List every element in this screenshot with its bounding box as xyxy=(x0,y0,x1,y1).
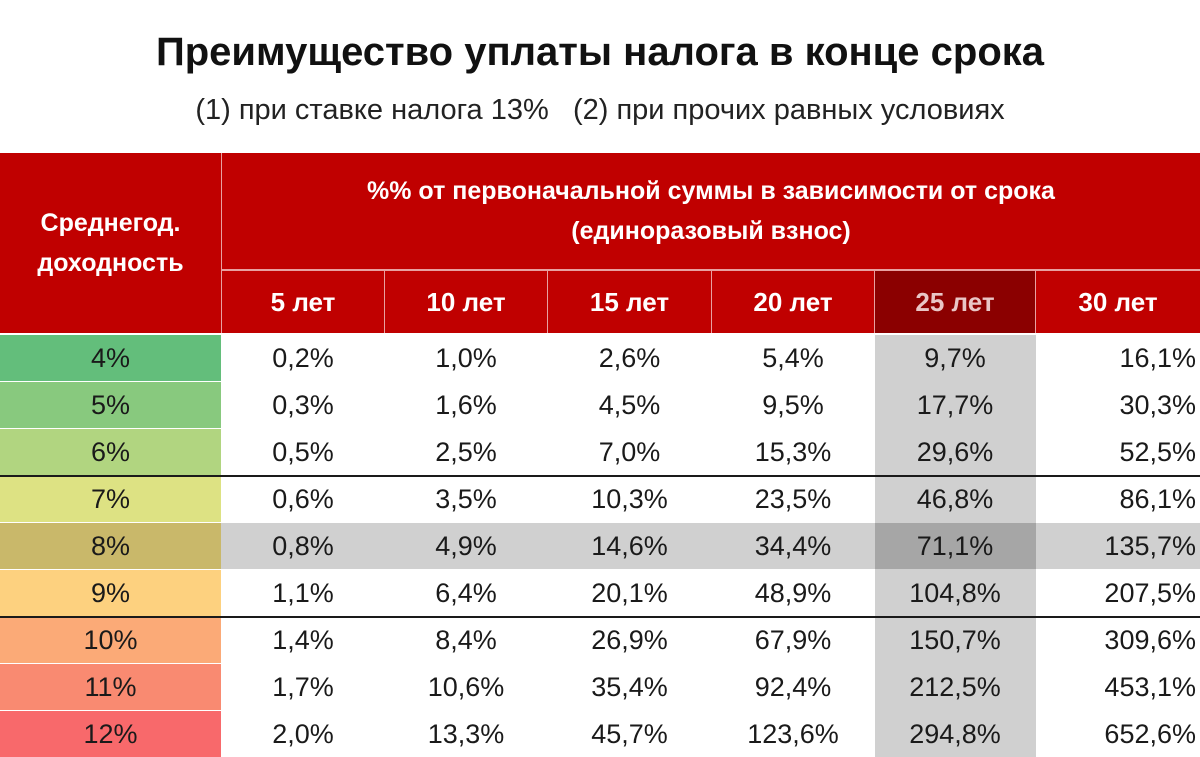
value-cell: 29,6% xyxy=(916,436,994,467)
column-header-3: 15 лет xyxy=(548,271,711,333)
value-cell: 10,3% xyxy=(591,483,668,514)
value-cell: 20,1% xyxy=(591,577,668,608)
row-header-line2: доходность xyxy=(37,249,184,277)
group-header-cell: %% от первоначальной суммы в зависимости… xyxy=(222,153,1200,269)
value-cell: 309,6% xyxy=(1104,624,1196,655)
row-header-line1: Среднегод. xyxy=(40,209,181,237)
value-cell: 3,5% xyxy=(435,483,497,514)
value-cell: 92,4% xyxy=(754,671,832,702)
value-cell: 8,4% xyxy=(435,624,497,655)
value-cell: 1,0% xyxy=(435,342,497,373)
row-header-cell: Среднегод. доходность xyxy=(0,153,221,333)
yield-cell: 9% xyxy=(0,570,221,616)
value-cell: 4,5% xyxy=(598,389,661,420)
yield-cell: 5% xyxy=(0,382,221,428)
value-cell: 16,1% xyxy=(1119,342,1196,373)
value-cell: 86,1% xyxy=(1119,483,1196,514)
column-header-1: 5 лет xyxy=(222,271,384,333)
yield-cell: 4% xyxy=(0,335,221,381)
value-cell: 17,7% xyxy=(916,389,994,420)
group-header-line1: %% от первоначальной суммы в зависимости… xyxy=(367,177,1055,205)
value-cell: 26,9% xyxy=(591,624,668,655)
value-cell: 0,8% xyxy=(272,530,334,561)
value-cell: 67,9% xyxy=(754,624,832,655)
value-cell: 2,5% xyxy=(435,436,497,467)
value-cell: 1,7% xyxy=(272,671,334,702)
value-cell: 0,5% xyxy=(272,436,334,467)
value-cell: 0,3% xyxy=(272,389,334,420)
column-divider xyxy=(711,271,712,333)
value-cell: 5,4% xyxy=(762,342,824,373)
value-cell: 52,5% xyxy=(1119,436,1196,467)
value-cell: 150,7% xyxy=(909,624,1001,655)
yield-cell: 10% xyxy=(0,617,221,663)
value-cell: 6,4% xyxy=(435,577,497,608)
value-cell: 4,9% xyxy=(435,530,497,561)
yield-cell: 11% xyxy=(0,664,221,710)
table-body: 4% 0,2% 1,0% 2,6% 5,4% 9,7% 16,1% 5% 0,3% 1,6% 4,5… xyxy=(0,335,1200,757)
value-cell: 453,1% xyxy=(1104,671,1196,702)
column-divider xyxy=(874,271,875,333)
value-cell: 9,7% xyxy=(924,342,986,373)
value-cell: 123,6% xyxy=(747,718,839,749)
value-cell: 294,8% xyxy=(909,718,1001,749)
value-cell: 10,6% xyxy=(427,671,505,702)
value-cell: 7,0% xyxy=(598,436,661,467)
value-cell: 1,4% xyxy=(272,624,334,655)
value-cell: 15,3% xyxy=(754,436,832,467)
value-cell: 0,2% xyxy=(272,342,334,373)
column-header-5: 25 лет xyxy=(875,271,1035,333)
group-separator xyxy=(0,616,1200,618)
page-subtitle: (1) при ставке налога 13% (2) при прочих… xyxy=(195,94,1005,126)
value-cell: 45,7% xyxy=(591,718,668,749)
yield-cell: 12% xyxy=(0,711,221,757)
column-divider xyxy=(384,271,385,333)
yield-cell: 7% xyxy=(0,476,221,522)
header-divider xyxy=(221,153,222,333)
value-cell: 71,1% xyxy=(916,530,994,561)
value-cell: 104,8% xyxy=(909,577,1001,608)
column-header-6: 30 лет xyxy=(1036,271,1200,333)
header-divider-horizontal xyxy=(222,269,1200,271)
value-cell: 2,6% xyxy=(598,342,661,373)
value-cell: 9,5% xyxy=(762,389,824,420)
value-cell: 23,5% xyxy=(754,483,832,514)
column-header-4: 20 лет xyxy=(712,271,874,333)
value-cell: 13,3% xyxy=(427,718,505,749)
yield-cell: 8% xyxy=(0,523,221,569)
value-cell: 46,8% xyxy=(916,483,994,514)
group-header-line2: (единоразовый взнос) xyxy=(571,217,851,245)
value-cell: 652,6% xyxy=(1104,718,1196,749)
value-cell: 2,0% xyxy=(272,718,334,749)
value-cell: 207,5% xyxy=(1104,577,1196,608)
value-cell: 35,4% xyxy=(591,671,668,702)
value-cell: 135,7% xyxy=(1104,530,1196,561)
yield-cell: 6% xyxy=(0,429,221,475)
highlight-intersection xyxy=(875,523,1036,569)
column-header-2: 10 лет xyxy=(385,271,547,333)
value-cell: 34,4% xyxy=(754,530,832,561)
column-divider xyxy=(547,271,548,333)
value-cell: 1,6% xyxy=(435,389,497,420)
value-cell: 1,1% xyxy=(272,577,334,608)
value-cell: 212,5% xyxy=(909,671,1001,702)
data-table: Среднегод. доходность %% от первоначальн… xyxy=(0,153,1200,757)
value-cell: 0,6% xyxy=(272,483,334,514)
group-separator xyxy=(0,475,1200,477)
value-cell: 30,3% xyxy=(1119,389,1196,420)
value-cell: 48,9% xyxy=(754,577,832,608)
column-divider xyxy=(1035,271,1036,333)
page-title: Преимущество уплаты налога в конце срока xyxy=(155,30,1045,74)
value-cell: 14,6% xyxy=(591,530,668,561)
